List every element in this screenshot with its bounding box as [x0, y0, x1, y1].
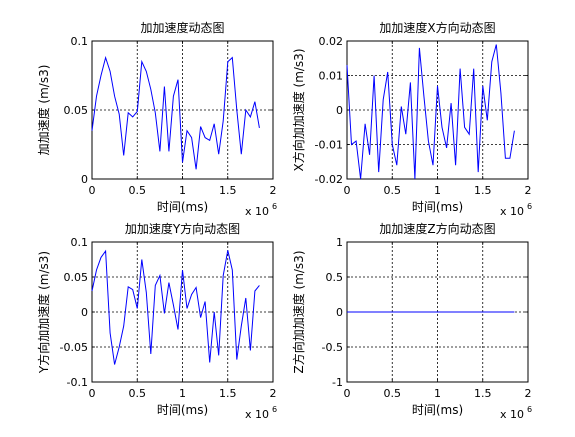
y-axis-label: Z方向加加速度 (m/s3): [291, 250, 306, 373]
subplot-3: 0 0.5 1 1.5 2 -0.1 -0.05 0 0.05 0.1 加加速度Y方向动态图时间(m…: [36, 221, 277, 421]
x-tick-label: 0.5: [384, 184, 402, 197]
y-tick-label: -0.02: [315, 173, 343, 186]
chart-title: 加加速度Z方向动态图: [379, 221, 495, 236]
x-multiplier-exponent: 6: [272, 202, 277, 211]
x-tick-label: 0.5: [129, 184, 147, 197]
x-multiplier-label: x 10: [245, 408, 269, 421]
x-multiplier-exponent: 6: [272, 405, 277, 414]
x-tick-label: 0.5: [384, 387, 402, 400]
y-tick-label: 0.5: [326, 271, 344, 284]
y-tick-label: -0.5: [322, 341, 343, 354]
data-series-line: [91, 249, 260, 365]
x-tick-label: 1.5: [474, 387, 492, 400]
chart-title: 加加速度Y方向动态图: [125, 221, 240, 236]
y-tick-label: 0: [336, 104, 343, 117]
x-multiplier-label: x 10: [245, 205, 269, 218]
y-tick-label: -0.01: [315, 139, 343, 152]
x-axis-label: 时间(ms): [412, 403, 463, 417]
y-axis-label: 加加速度 (m/s3): [36, 65, 51, 156]
x-tick-label: 1.5: [219, 387, 237, 400]
x-tick-label: 2: [525, 387, 532, 400]
x-tick-label: 2: [525, 184, 532, 197]
x-tick-label: 1.5: [219, 184, 237, 197]
y-tick-label: 0.05: [64, 271, 89, 284]
x-tick-label: 1: [434, 184, 441, 197]
x-tick-label: 1: [179, 387, 186, 400]
y-tick-label: 0: [81, 173, 88, 186]
data-series-line: [346, 44, 515, 180]
y-tick-label: 0: [336, 306, 343, 319]
x-multiplier-exponent: 6: [527, 202, 532, 211]
x-multiplier-label: x 10: [500, 205, 524, 218]
x-tick-label: 1: [434, 387, 441, 400]
y-tick-label: -1: [332, 376, 343, 389]
chart-title: 加加速度动态图: [140, 20, 224, 35]
x-tick-label: 1: [179, 184, 186, 197]
y-tick-label: 0.1: [71, 35, 89, 48]
x-axis-label: 时间(ms): [157, 200, 208, 214]
y-tick-label: 0.05: [64, 104, 89, 117]
x-tick-label: 0: [89, 184, 96, 197]
data-series-line: [91, 55, 260, 170]
y-tick-label: 1: [336, 236, 343, 249]
y-tick-label: -0.05: [60, 341, 88, 354]
x-axis-label: 时间(ms): [157, 403, 208, 417]
y-tick-label: 0.02: [319, 35, 344, 48]
x-tick-label: 0: [89, 387, 96, 400]
x-tick-label: 0: [344, 387, 351, 400]
y-tick-label: -0.1: [67, 376, 88, 389]
y-tick-label: 0.01: [319, 70, 344, 83]
x-multiplier-label: x 10: [500, 408, 524, 421]
x-axis-label: 时间(ms): [412, 200, 463, 214]
subplot-2: 0 0.5 1 1.5 2 -0.02 -0.01 0 0.01 0.02 加加速度X方向动态图时间…: [291, 20, 532, 218]
y-tick-label: 0.1: [71, 236, 89, 249]
y-axis-label: Y方向加加速度 (m/s3): [36, 251, 51, 374]
chart-title: 加加速度X方向动态图: [379, 20, 495, 35]
y-axis-label: X方向加加速度 (m/s3): [291, 48, 306, 171]
x-tick-label: 1.5: [474, 184, 492, 197]
x-multiplier-exponent: 6: [527, 405, 532, 414]
x-tick-label: 0: [344, 184, 351, 197]
x-tick-label: 2: [270, 184, 277, 197]
x-tick-label: 2: [270, 387, 277, 400]
x-tick-label: 0.5: [129, 387, 147, 400]
y-tick-label: 0: [81, 306, 88, 319]
